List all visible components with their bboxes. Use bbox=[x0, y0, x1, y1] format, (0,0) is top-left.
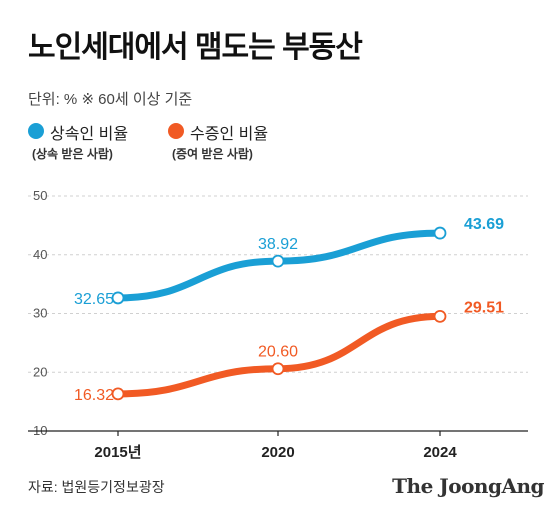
data-point bbox=[433, 226, 447, 240]
data-point bbox=[433, 309, 447, 323]
data-label: 20.60 bbox=[258, 344, 298, 361]
data-point bbox=[271, 254, 285, 268]
y-tick-label: 20 bbox=[33, 364, 47, 379]
x-tick-label: 2024 bbox=[423, 444, 457, 461]
y-tick-label: 50 bbox=[33, 188, 47, 203]
legend-marker bbox=[28, 123, 44, 139]
legend-note: (상속 받은 사람) bbox=[32, 147, 113, 161]
x-tick-label: 2020 bbox=[261, 444, 294, 461]
legend-label: 수증인 비율 bbox=[190, 126, 269, 143]
data-label: 29.51 bbox=[464, 299, 504, 316]
data-label: 43.69 bbox=[464, 216, 504, 233]
data-point bbox=[111, 291, 125, 305]
legend-note: (증여 받은 사람) bbox=[172, 147, 253, 161]
data-label: 32.65 bbox=[74, 291, 114, 308]
chart-subtitle: 단위: % ※ 60세 이상 기준 bbox=[28, 91, 193, 108]
x-tick-label: 2015년 bbox=[94, 444, 141, 461]
y-tick-label: 40 bbox=[33, 247, 47, 262]
data-point bbox=[271, 362, 285, 376]
legend: 상속인 비율 (상속 받은 사람) 수증인 비율 (증여 받은 사람) bbox=[28, 120, 548, 164]
chart-title: 노인세대에서 맴도는 부동산 bbox=[28, 31, 363, 64]
y-tick-label: 30 bbox=[33, 306, 47, 321]
data-label: 38.92 bbox=[258, 236, 298, 253]
source-note: 자료: 법원등기정보광장 bbox=[28, 479, 165, 495]
legend-label: 상속인 비율 bbox=[50, 126, 129, 143]
data-label: 16.32 bbox=[74, 387, 114, 404]
data-point bbox=[111, 387, 125, 401]
legend-marker bbox=[168, 123, 184, 139]
publisher-logo: The JoongAng bbox=[392, 474, 544, 498]
